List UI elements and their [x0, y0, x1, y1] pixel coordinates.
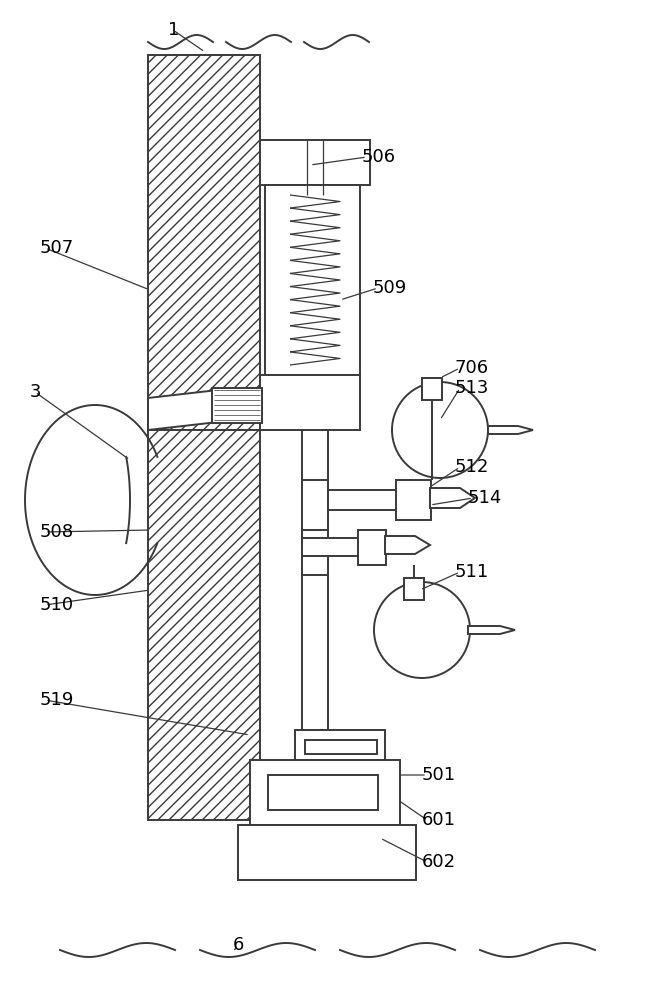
Bar [302, 430, 328, 730]
Text: 706: 706 [455, 359, 489, 377]
Text: 506: 506 [362, 148, 396, 166]
Bar [250, 760, 400, 825]
Text: 602: 602 [422, 853, 456, 871]
Bar [238, 825, 416, 880]
Bar [305, 740, 377, 754]
Bar [265, 185, 360, 375]
Bar [358, 530, 386, 565]
Bar [396, 480, 431, 520]
Text: 601: 601 [422, 811, 456, 829]
Text: 512: 512 [455, 458, 490, 476]
Bar [302, 480, 328, 530]
Bar [328, 490, 398, 510]
Text: 501: 501 [422, 766, 456, 784]
Text: 507: 507 [40, 239, 74, 257]
Circle shape [392, 382, 488, 478]
Text: 1: 1 [168, 21, 180, 39]
Text: 6: 6 [233, 936, 244, 954]
Bar [260, 140, 370, 185]
Bar [260, 375, 360, 430]
Bar [404, 578, 424, 600]
Bar [148, 55, 260, 430]
Bar [302, 538, 362, 556]
Bar [212, 388, 262, 423]
Polygon shape [385, 536, 430, 554]
Text: 509: 509 [373, 279, 408, 297]
Text: 511: 511 [455, 563, 490, 581]
Text: 513: 513 [455, 379, 490, 397]
Polygon shape [468, 626, 515, 634]
Text: 510: 510 [40, 596, 74, 614]
Text: 508: 508 [40, 523, 74, 541]
Circle shape [374, 582, 470, 678]
Polygon shape [430, 488, 475, 508]
Bar [148, 430, 260, 820]
Text: 3: 3 [30, 383, 42, 401]
Bar [422, 378, 442, 400]
Bar [268, 775, 378, 810]
Bar [295, 730, 385, 760]
Text: 519: 519 [40, 691, 74, 709]
Polygon shape [148, 390, 218, 430]
Bar [302, 530, 328, 575]
Polygon shape [488, 426, 533, 434]
Text: 514: 514 [468, 489, 503, 507]
